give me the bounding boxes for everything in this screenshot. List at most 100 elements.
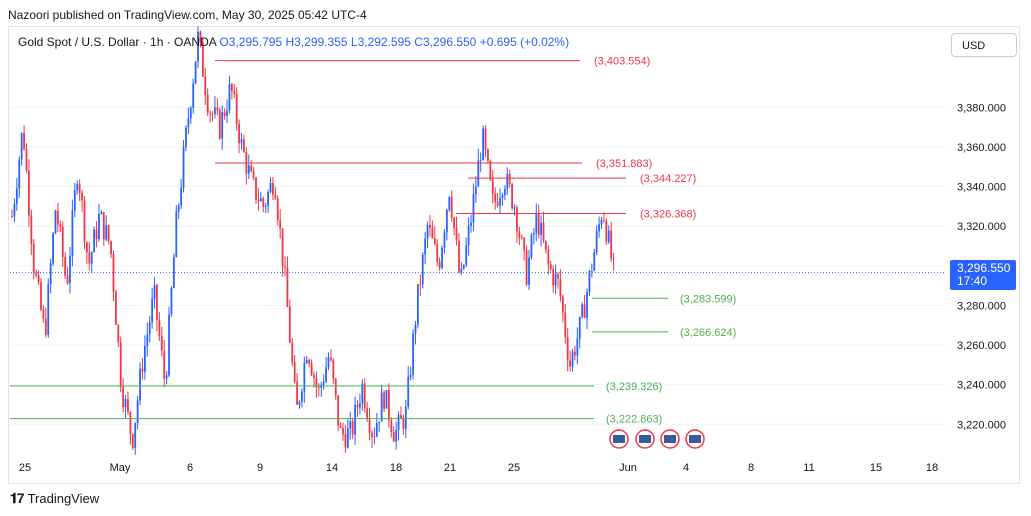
candle-body: [170, 288, 173, 315]
candle-body: [491, 179, 494, 194]
candle-body: [429, 225, 431, 228]
candle-body: [322, 381, 325, 385]
candle-body: [262, 198, 265, 207]
candle-body: [131, 434, 134, 448]
candle-body: [368, 419, 371, 433]
candle-body: [395, 430, 398, 442]
candle-body: [230, 84, 233, 92]
candle-body: [141, 368, 144, 372]
candle-body: [344, 434, 347, 448]
symbol-label[interactable]: Gold Spot / U.S. Dollar · 1h · OANDA: [18, 35, 217, 49]
x-tick-label: 18: [390, 462, 402, 474]
candle-body: [595, 231, 598, 253]
candle-body: [325, 367, 327, 382]
candle-body: [467, 225, 470, 246]
candle-body: [255, 177, 257, 200]
candle-body: [100, 212, 103, 215]
high-value: H3,299.355: [285, 35, 348, 49]
candle-body: [32, 243, 35, 273]
candle-body: [426, 225, 429, 239]
candle-body: [414, 324, 417, 334]
candle-body: [462, 264, 465, 269]
flag-field: [639, 435, 651, 443]
candle-body: [298, 401, 301, 405]
candle-body: [313, 375, 315, 378]
candle-body: [189, 107, 192, 119]
candle-body: [508, 173, 511, 185]
candle-body: [286, 267, 289, 307]
candle-body: [450, 197, 453, 218]
y-tick-label: 3,340.000: [957, 182, 1006, 194]
candle-body: [474, 186, 477, 195]
candle-body: [470, 222, 472, 226]
candle-body: [528, 257, 530, 285]
candle-body: [73, 190, 76, 211]
candle-body: [129, 412, 132, 435]
candle-body: [390, 420, 393, 433]
candle-body: [574, 351, 576, 356]
current-price: 3,296.550: [957, 261, 1011, 275]
candle-body: [303, 363, 306, 392]
candle-body: [291, 342, 294, 363]
candle-body: [151, 298, 154, 323]
y-tick-label: 3,280.000: [957, 300, 1006, 312]
candle-body: [293, 362, 296, 382]
candle-body: [30, 215, 33, 244]
candle-body: [185, 127, 187, 148]
candle-body: [421, 254, 424, 285]
flag-field: [664, 435, 676, 443]
candle-body: [578, 316, 581, 339]
candle-body: [600, 219, 603, 225]
candle-body: [272, 182, 274, 195]
candle-body: [588, 271, 591, 293]
candle-body: [564, 312, 567, 338]
candle-body: [206, 94, 209, 113]
candle-body: [42, 309, 45, 319]
x-tick-label: 18: [926, 462, 938, 474]
candle-body: [511, 184, 514, 209]
candle-body: [209, 112, 212, 114]
x-tick-label: 14: [326, 462, 338, 474]
candle-body: [192, 83, 195, 108]
candle-body: [281, 228, 284, 267]
candle-body: [20, 133, 23, 160]
candle-body: [269, 182, 272, 193]
candle-body: [513, 207, 516, 209]
candle-body: [59, 224, 62, 227]
candle-body: [284, 266, 286, 268]
resistance-label: (3,344.227): [640, 173, 696, 185]
candle-body: [88, 252, 91, 264]
y-tick-label: 3,320.000: [957, 221, 1006, 233]
currency-button[interactable]: USD: [951, 33, 1017, 57]
candle-body: [52, 233, 54, 264]
candle-body: [593, 252, 596, 271]
candle-body: [441, 247, 443, 268]
x-tick-label: 4: [683, 462, 689, 474]
candle-body: [487, 149, 489, 161]
candle-body: [547, 249, 550, 265]
chart-frame[interactable]: [8, 26, 1020, 484]
candle-body: [134, 422, 137, 448]
candle-body: [172, 257, 175, 289]
candle-body: [342, 427, 344, 435]
candle-body: [71, 210, 74, 257]
candle-body: [520, 237, 523, 238]
candle-body: [557, 273, 559, 279]
candle-body: [44, 318, 47, 335]
candle-body: [175, 211, 178, 258]
candle-body: [25, 148, 28, 171]
candle-body: [445, 210, 448, 233]
y-tick-label: 3,360.000: [957, 142, 1006, 154]
candle-body: [47, 284, 50, 335]
candle-body: [412, 333, 414, 375]
candle-body: [363, 383, 366, 409]
candle-body: [23, 133, 25, 149]
candle-body: [571, 351, 574, 367]
candle-body: [182, 147, 185, 188]
candle-body: [545, 240, 547, 250]
x-tick-label: 25: [508, 462, 520, 474]
low-value: L3,292.595: [350, 35, 411, 49]
candle-body: [356, 404, 359, 408]
flag-field: [613, 435, 625, 443]
price-chart[interactable]: 3,220.0003,240.0003,260.0003,280.0003,30…: [0, 0, 1031, 488]
